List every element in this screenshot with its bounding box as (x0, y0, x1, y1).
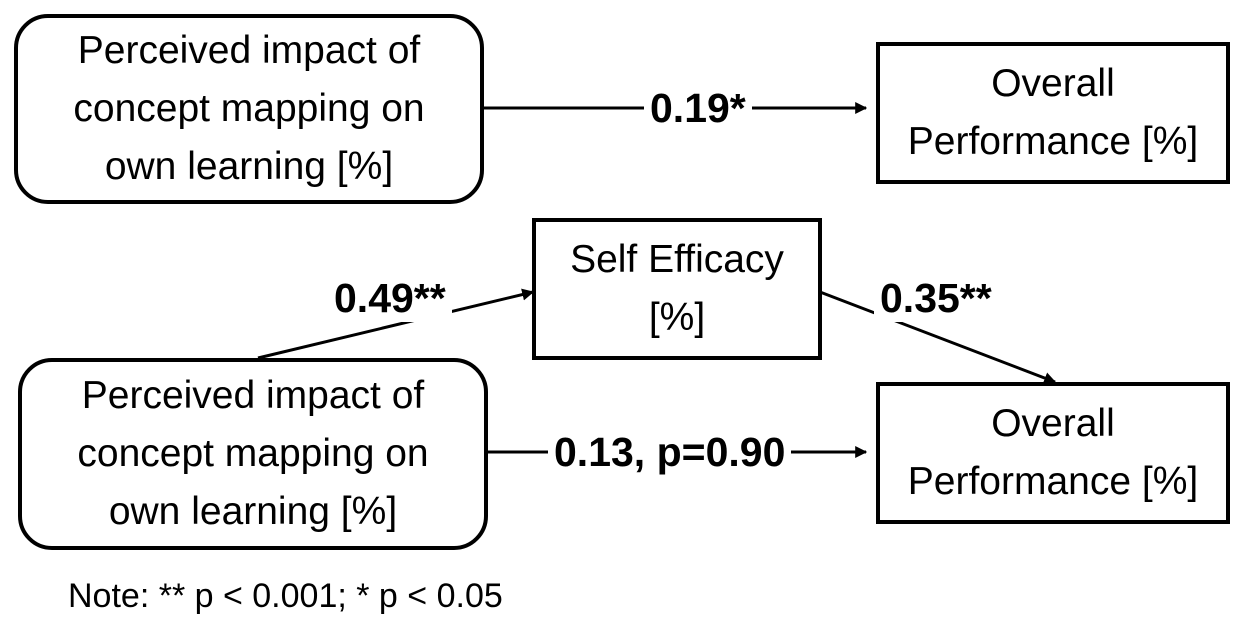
significance-note: Note: ** p < 0.001; * p < 0.05 (68, 577, 503, 615)
outcome-bottom-line-2: Performance [%] (907, 460, 1199, 503)
outcome-top-line-2: Performance [%] (907, 120, 1199, 163)
predictor-top-line-1: Perceived impact of (77, 29, 421, 72)
outcome-top-box: Overall Performance [%] (876, 42, 1230, 184)
outcome-top-line-1: Overall (991, 62, 1115, 105)
mediator-box: Self Efficacy [%] (532, 218, 822, 360)
path-label-a: 0.49** (328, 274, 452, 322)
mediator-line-1: Self Efficacy (570, 238, 784, 281)
predictor-bottom-line-1: Perceived impact of (81, 374, 425, 417)
predictor-top-line-3: own learning [%] (104, 145, 394, 188)
predictor-bottom-line-2: concept mapping on (77, 432, 429, 475)
predictor-top-line-2: concept mapping on (73, 87, 425, 130)
arrow-b-path (819, 290, 1057, 384)
predictor-bottom-box: Perceived impact of concept mapping on o… (18, 358, 488, 550)
predictor-bottom-line-3: own learning [%] (108, 490, 398, 533)
path-label-direct-mediated: 0.13, p=0.90 (548, 428, 792, 476)
arrow-a-path (257, 288, 535, 360)
predictor-top-box: Perceived impact of concept mapping on o… (14, 14, 484, 204)
outcome-bottom-box: Overall Performance [%] (876, 382, 1230, 524)
mediator-line-2: [%] (648, 296, 706, 339)
outcome-bottom-line-1: Overall (991, 402, 1115, 445)
path-label-b: 0.35** (874, 274, 998, 322)
path-label-direct-total: 0.19* (644, 84, 752, 132)
